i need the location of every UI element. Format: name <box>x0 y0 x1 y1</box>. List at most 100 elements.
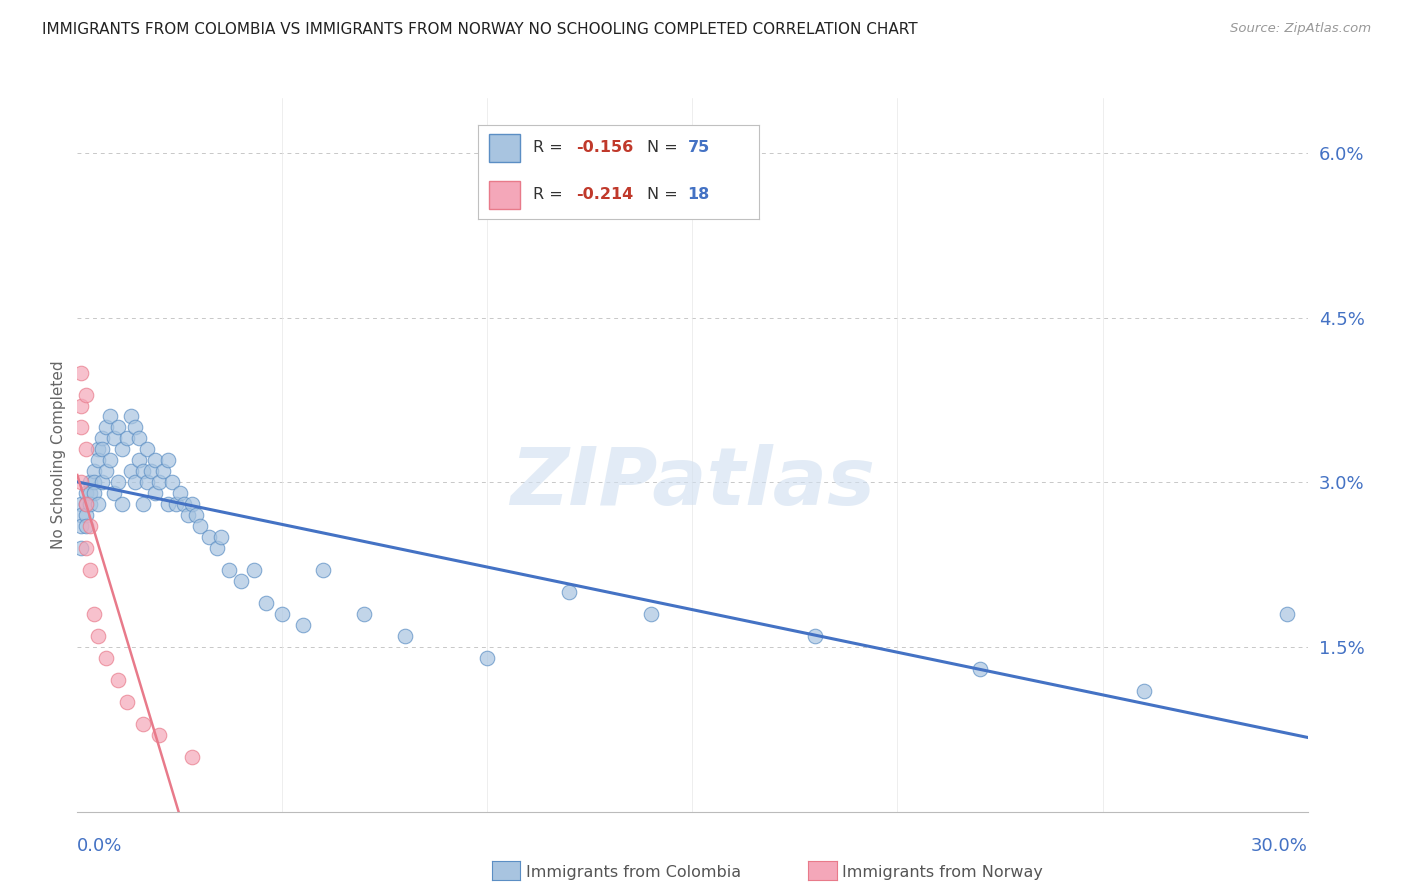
Point <box>70 366 93 380</box>
Text: N =: N = <box>647 140 683 155</box>
Point <box>70 497 93 511</box>
Point <box>87 442 110 457</box>
Text: Immigrants from Norway: Immigrants from Norway <box>842 865 1043 880</box>
Point <box>136 475 159 490</box>
Point <box>148 475 170 490</box>
Point <box>98 453 121 467</box>
Point <box>79 519 101 533</box>
Point <box>90 475 114 490</box>
Point <box>70 399 93 413</box>
Point <box>128 432 150 446</box>
Point <box>124 475 146 490</box>
Text: IMMIGRANTS FROM COLOMBIA VS IMMIGRANTS FROM NORWAY NO SCHOOLING COMPLETED CORREL: IMMIGRANTS FROM COLOMBIA VS IMMIGRANTS F… <box>42 22 918 37</box>
Text: -0.214: -0.214 <box>576 187 634 202</box>
Point <box>79 497 101 511</box>
Point <box>152 464 174 478</box>
Point <box>75 486 97 500</box>
Point <box>640 607 662 621</box>
Text: -0.156: -0.156 <box>576 140 634 155</box>
Point <box>103 432 125 446</box>
Point <box>115 695 138 709</box>
Point <box>83 607 105 621</box>
Point <box>94 651 117 665</box>
Point <box>165 497 187 511</box>
Point <box>75 442 97 457</box>
Point <box>70 508 93 523</box>
Text: ZIPatlas: ZIPatlas <box>510 444 875 523</box>
Point <box>209 530 232 544</box>
Point <box>70 541 93 556</box>
Point <box>143 453 166 467</box>
Point <box>1132 684 1154 698</box>
Point <box>79 475 101 490</box>
Point <box>107 475 129 490</box>
Point <box>70 475 93 490</box>
Point <box>111 442 134 457</box>
Point <box>107 420 129 434</box>
Point <box>181 749 204 764</box>
Point <box>136 442 159 457</box>
Point <box>115 432 138 446</box>
Point <box>188 519 212 533</box>
Point <box>173 497 195 511</box>
FancyBboxPatch shape <box>489 134 520 162</box>
Point <box>969 662 991 676</box>
Text: R =: R = <box>533 140 568 155</box>
Point <box>353 607 375 621</box>
Text: R =: R = <box>533 187 568 202</box>
Text: Source: ZipAtlas.com: Source: ZipAtlas.com <box>1230 22 1371 36</box>
Point <box>169 486 191 500</box>
Point <box>87 497 110 511</box>
Point <box>75 497 97 511</box>
Point <box>75 497 97 511</box>
Point <box>75 508 97 523</box>
Point <box>156 497 179 511</box>
Text: 18: 18 <box>688 187 710 202</box>
Point <box>242 563 264 577</box>
Point <box>177 508 200 523</box>
Point <box>103 486 125 500</box>
FancyBboxPatch shape <box>489 181 520 210</box>
Point <box>90 432 114 446</box>
Text: 75: 75 <box>688 140 710 155</box>
Point <box>271 607 294 621</box>
Point <box>143 486 166 500</box>
Text: 0.0%: 0.0% <box>77 837 122 855</box>
Point <box>160 475 183 490</box>
Point <box>254 596 277 610</box>
Point <box>132 717 155 731</box>
Point <box>148 728 170 742</box>
Point <box>83 475 105 490</box>
Point <box>156 453 179 467</box>
Text: 30.0%: 30.0% <box>1251 837 1308 855</box>
Point <box>70 519 93 533</box>
Point <box>87 453 110 467</box>
Point <box>291 618 314 632</box>
Point <box>132 464 155 478</box>
Point <box>79 563 101 577</box>
Point <box>87 629 110 643</box>
Point <box>804 629 827 643</box>
Point <box>94 420 117 434</box>
Point <box>205 541 228 556</box>
Point <box>70 420 93 434</box>
Point <box>1275 607 1298 621</box>
Point <box>98 409 121 424</box>
Point <box>186 508 208 523</box>
Point <box>218 563 240 577</box>
Point <box>107 673 129 687</box>
Point <box>75 541 97 556</box>
Point <box>141 464 163 478</box>
Point <box>75 387 97 401</box>
Point <box>124 420 146 434</box>
Point <box>111 497 134 511</box>
Text: N =: N = <box>647 187 683 202</box>
Point <box>312 563 335 577</box>
Point <box>120 409 142 424</box>
Text: Immigrants from Colombia: Immigrants from Colombia <box>526 865 741 880</box>
Point <box>181 497 204 511</box>
Point <box>558 585 581 599</box>
Point <box>394 629 416 643</box>
Point <box>477 651 499 665</box>
Point <box>90 442 114 457</box>
